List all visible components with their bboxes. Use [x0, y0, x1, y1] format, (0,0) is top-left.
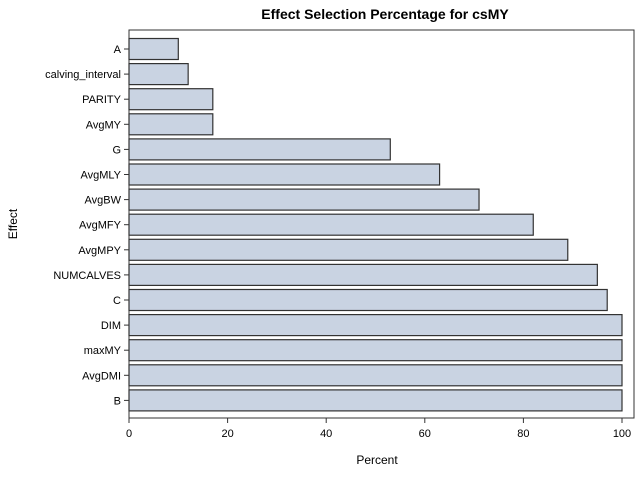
y-tick-label: PARITY — [82, 94, 122, 106]
y-tick-label: AvgDMI — [82, 370, 121, 382]
x-tick-label: 100 — [613, 428, 631, 440]
bar-AvgBW — [128, 188, 480, 211]
bar-NUMCALVES — [128, 263, 598, 286]
bar-AvgMLY — [128, 163, 441, 186]
y-axis-title: Effect — [6, 208, 20, 239]
chart-title: Effect Selection Percentage for csMY — [261, 6, 509, 22]
bar-AvgDMI — [128, 364, 623, 387]
y-tick-label: NUMCALVES — [53, 270, 121, 282]
bar-AvgMY — [128, 113, 214, 136]
y-tick-label: AvgMY — [86, 119, 122, 131]
bar-G — [128, 138, 391, 161]
bar-B — [128, 389, 623, 412]
x-tick-label: 80 — [517, 428, 529, 440]
y-tick-label: DIM — [101, 320, 121, 332]
bar-AvgMPY — [128, 238, 569, 261]
x-axis-title: Percent — [356, 453, 398, 467]
x-ticks-layer: 0 20 40 60 80 100 — [126, 418, 631, 440]
bar-calving_interval — [128, 62, 189, 86]
y-tick-label: AvgMFY — [79, 220, 122, 232]
x-tick-label: 60 — [419, 428, 431, 440]
bars-layer — [128, 37, 623, 412]
y-tick-label: maxMY — [84, 345, 122, 357]
y-tick-label: calving_interval — [45, 69, 121, 81]
bar-PARITY — [128, 88, 214, 111]
bar-maxMY — [128, 339, 623, 362]
x-tick-label: 40 — [320, 428, 332, 440]
y-tick-label: G — [112, 144, 121, 156]
y-tick-label: C — [113, 295, 121, 307]
x-tick-label: 0 — [126, 428, 132, 440]
y-tick-label: AvgMLY — [80, 170, 121, 182]
bar-A — [128, 37, 179, 61]
y-tick-label: AvgMPY — [78, 245, 121, 257]
y-tick-label: B — [114, 395, 121, 407]
x-tick-label: 20 — [221, 428, 233, 440]
bar-DIM — [128, 314, 623, 337]
bar-C — [128, 288, 608, 312]
y-tick-label: A — [114, 44, 122, 56]
bar-AvgMFY — [128, 213, 534, 236]
y-tick-label: AvgBW — [85, 195, 122, 207]
